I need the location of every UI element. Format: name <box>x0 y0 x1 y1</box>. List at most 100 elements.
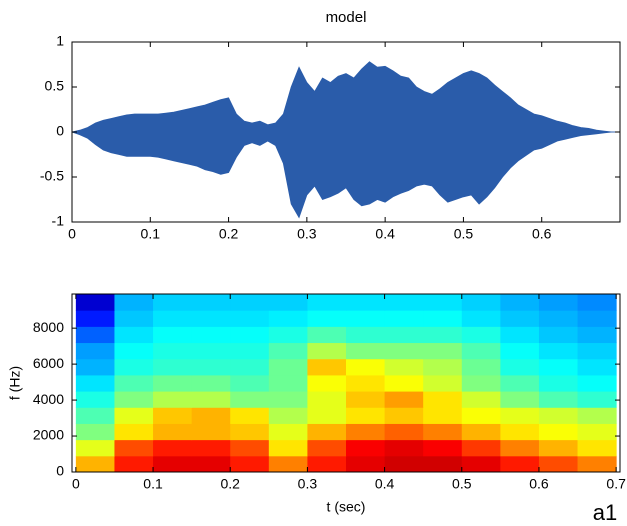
spectrogram-cell <box>230 310 270 327</box>
spectrogram-cell <box>114 310 154 327</box>
spectrogram-cell <box>423 391 463 408</box>
spectrogram-cell <box>75 326 115 344</box>
x-tick-label: 0 <box>72 476 80 492</box>
spectrogram-cell <box>75 342 115 360</box>
x-tick-label: 0.5 <box>452 476 472 492</box>
spectrogram-cell <box>75 391 115 408</box>
spectrogram-cell <box>423 310 463 327</box>
spectrogram-cell <box>577 439 617 457</box>
spectrogram-cell <box>423 407 463 424</box>
spectrogram-cell <box>114 358 154 376</box>
spectrogram-cell <box>307 391 347 408</box>
spectrogram-cell <box>538 294 579 311</box>
x-tick-label: 0.5 <box>454 226 474 242</box>
spectrogram-cell <box>500 326 540 344</box>
spectrogram-cell <box>153 358 193 376</box>
spectrogram-cell <box>577 342 617 360</box>
spectrogram-cell <box>268 310 308 327</box>
spectrogram-cell <box>153 423 193 441</box>
spectrogram-cell <box>230 294 270 311</box>
spectrogram-cell <box>577 423 617 441</box>
y-axis-label: f (Hz) <box>7 366 23 400</box>
spectrogram-cell <box>384 455 424 473</box>
spectrogram-cell <box>577 455 617 473</box>
spectrogram-cell <box>268 407 308 424</box>
waveform-envelope <box>71 131 620 219</box>
spectrogram-cell <box>114 439 154 457</box>
spectrogram-cell <box>268 439 308 457</box>
spectrogram-cell <box>268 358 308 376</box>
spectrogram-cell <box>500 358 540 376</box>
spectrogram-cell <box>307 294 347 311</box>
x-tick-label: 0.1 <box>143 476 163 492</box>
spectrogram-cell <box>75 439 115 457</box>
spectrogram-cell <box>346 374 386 392</box>
x-tick-label: 0.7 <box>606 476 626 492</box>
spectrogram-cell <box>384 374 424 392</box>
spectrogram-cell <box>577 326 617 344</box>
spectrogram-cell <box>268 374 308 392</box>
spectrogram-cell <box>500 294 540 311</box>
spectrogram-cell <box>307 407 347 424</box>
spectrogram-cell <box>75 310 115 327</box>
spectrogram-cell <box>577 358 617 376</box>
spectrogram-cell <box>538 310 579 327</box>
spectrogram-cell <box>307 374 347 392</box>
x-tick-label: 0.4 <box>375 476 395 492</box>
spectrogram-cell <box>577 310 617 327</box>
spectrogram-cell <box>307 326 347 344</box>
spectrogram-cell <box>384 423 424 441</box>
spectrogram-cell <box>307 342 347 360</box>
x-tick-label: 0 <box>68 226 76 242</box>
spectrogram-cell <box>384 342 424 360</box>
y-tick-label: 2000 <box>33 427 64 443</box>
spectrogram-cell <box>461 358 501 376</box>
spectrogram-cell <box>384 407 424 424</box>
spectrogram-cell <box>153 294 193 311</box>
y-tick-label: 6000 <box>33 355 64 371</box>
x-tick-label: 0.3 <box>297 226 317 242</box>
spectrogram-cell <box>75 423 115 441</box>
spectrogram-cell <box>191 310 231 327</box>
spectrogram-cell <box>75 407 115 424</box>
spectrogram-cell <box>75 374 115 392</box>
y-tick-label: 0 <box>56 123 64 139</box>
y-tick-label: 4000 <box>33 391 64 407</box>
spectrogram-cell <box>191 455 231 473</box>
spectrogram-cell <box>346 455 386 473</box>
spectrogram-cell <box>268 391 308 408</box>
spectrogram-cell <box>230 358 270 376</box>
spectrogram-cell <box>191 358 231 376</box>
spectrogram-cell <box>500 342 540 360</box>
spectrogram-cell <box>75 294 115 311</box>
spectrogram-cell <box>346 342 386 360</box>
spectrogram-cell <box>307 423 347 441</box>
spectrogram-cell <box>538 358 579 376</box>
spectrogram-cell <box>191 423 231 441</box>
spectrogram-cell <box>500 391 540 408</box>
spectrogram-cell <box>114 342 154 360</box>
spectrogram-cell <box>538 439 579 457</box>
spectrogram-cell <box>461 423 501 441</box>
spectrogram-cell <box>461 342 501 360</box>
spectrogram-cell <box>423 342 463 360</box>
spectrogram-cell <box>538 423 579 441</box>
spectrogram-cell <box>153 342 193 360</box>
spectrogram-cell <box>346 310 386 327</box>
spectrogram-cell <box>268 326 308 344</box>
spectrogram-cell <box>75 358 115 376</box>
spectrogram-cell <box>153 407 193 424</box>
spectrogram-cell <box>75 455 115 473</box>
spectrogram-cell <box>346 439 386 457</box>
spectrogram-cell <box>384 439 424 457</box>
spectrogram-cell <box>153 374 193 392</box>
spectrogram-cell <box>461 326 501 344</box>
spectrogram-cell <box>230 326 270 344</box>
y-tick-label: 8000 <box>33 319 64 335</box>
spectrogram-cell <box>191 391 231 408</box>
spectrogram-cell <box>538 391 579 408</box>
spectrogram-cell <box>307 455 347 473</box>
spectrogram-cell <box>191 439 231 457</box>
chart-title: model <box>326 9 367 26</box>
spectrogram-cell <box>114 391 154 408</box>
